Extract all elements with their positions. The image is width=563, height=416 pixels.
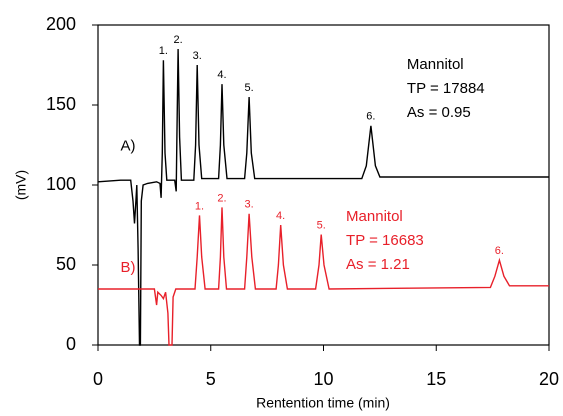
peak-label: 2. xyxy=(217,192,226,204)
peak-label: 6. xyxy=(366,111,375,123)
series-info: As = 1.21 xyxy=(346,256,410,273)
y-tick-label: 150 xyxy=(46,94,76,114)
peak-label: 1. xyxy=(159,45,168,57)
peak-label: 3. xyxy=(244,199,253,211)
x-tick-label: 0 xyxy=(93,369,103,389)
series-label: A) xyxy=(121,138,136,155)
peak-label: 5. xyxy=(244,82,253,94)
peak-label: 4. xyxy=(217,69,226,81)
peak-label: 4. xyxy=(276,210,285,222)
y-axis-label: (mV) xyxy=(13,170,29,200)
x-tick-label: 10 xyxy=(313,369,333,389)
series-info: Mannitol xyxy=(407,56,464,73)
series-label: B) xyxy=(121,259,136,276)
y-tick-label: 0 xyxy=(66,334,76,354)
x-tick-label: 5 xyxy=(206,369,216,389)
series-info: TP = 16683 xyxy=(346,232,424,249)
series-info: Mannitol xyxy=(346,208,403,225)
peak-label: 6. xyxy=(495,245,504,257)
y-tick-label: 100 xyxy=(46,174,76,194)
x-tick-label: 15 xyxy=(426,369,446,389)
peak-label: 2. xyxy=(173,34,182,46)
x-axis-label: Rentention time (min) xyxy=(256,395,390,411)
trace xyxy=(97,48,549,346)
series-info: As = 0.95 xyxy=(407,104,471,121)
peak-label: 5. xyxy=(317,220,326,232)
series-info: TP = 17884 xyxy=(407,80,485,97)
y-tick-label: 200 xyxy=(46,14,76,34)
peak-label: 3. xyxy=(193,50,202,62)
trace xyxy=(98,207,549,346)
peak-label: 1. xyxy=(195,200,204,212)
x-tick-label: 20 xyxy=(539,369,559,389)
y-tick-label: 50 xyxy=(56,254,76,274)
